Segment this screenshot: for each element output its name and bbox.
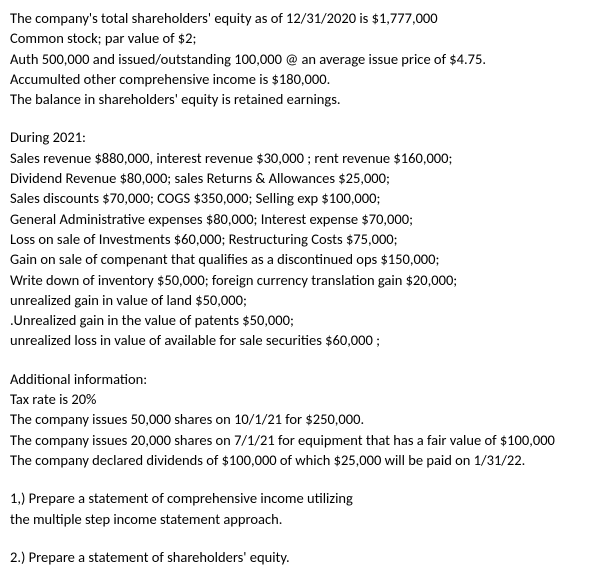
intro-line-3: Auth 500,000 and issued/outstanding 100,… [10,49,582,69]
during-line-2: Dividend Revenue $80,000; sales Returns … [10,168,582,188]
section-gap [10,351,582,369]
during-heading: During 2021: [10,127,582,147]
additional-line-4: The company declared dividends of $100,0… [10,450,582,470]
during-line-5: Loss on sale of Investments $60,000; Res… [10,229,582,249]
during-line-4: General Administrative expenses $80,000;… [10,209,582,229]
during-line-9: .Unrealized gain in the value of patents… [10,310,582,330]
during-line-8: unrealized gain in value of land $50,000… [10,290,582,310]
additional-heading: Additional information: [10,369,582,389]
section-gap [10,470,582,488]
additional-line-3: The company issues 20,000 shares on 7/1/… [10,430,582,450]
section-gap [10,109,582,127]
additional-line-2: The company issues 50,000 shares on 10/1… [10,409,582,429]
intro-line-2: Common stock; par value of $2; [10,28,582,48]
intro-line-4: Accumulted other comprehensive income is… [10,69,582,89]
during-line-6: Gain on sale of compenant that qualifies… [10,249,582,269]
question-2-line-1: 2.) Prepare a statement of shareholders'… [10,547,582,567]
question-1-line-2: the multiple step income statement appro… [10,509,582,529]
during-line-1: Sales revenue $880,000, interest revenue… [10,148,582,168]
intro-line-1: The company's total shareholders' equity… [10,8,582,28]
during-line-10: unrealized loss in value of available fo… [10,330,582,350]
intro-line-5: The balance in shareholders' equity is r… [10,89,582,109]
additional-line-1: Tax rate is 20% [10,389,582,409]
during-line-7: Write down of inventory $50,000; foreign… [10,270,582,290]
question-1-line-1: 1,) Prepare a statement of comprehensive… [10,488,582,508]
during-line-3: Sales discounts $70,000; COGS $350,000; … [10,188,582,208]
section-gap [10,529,582,547]
